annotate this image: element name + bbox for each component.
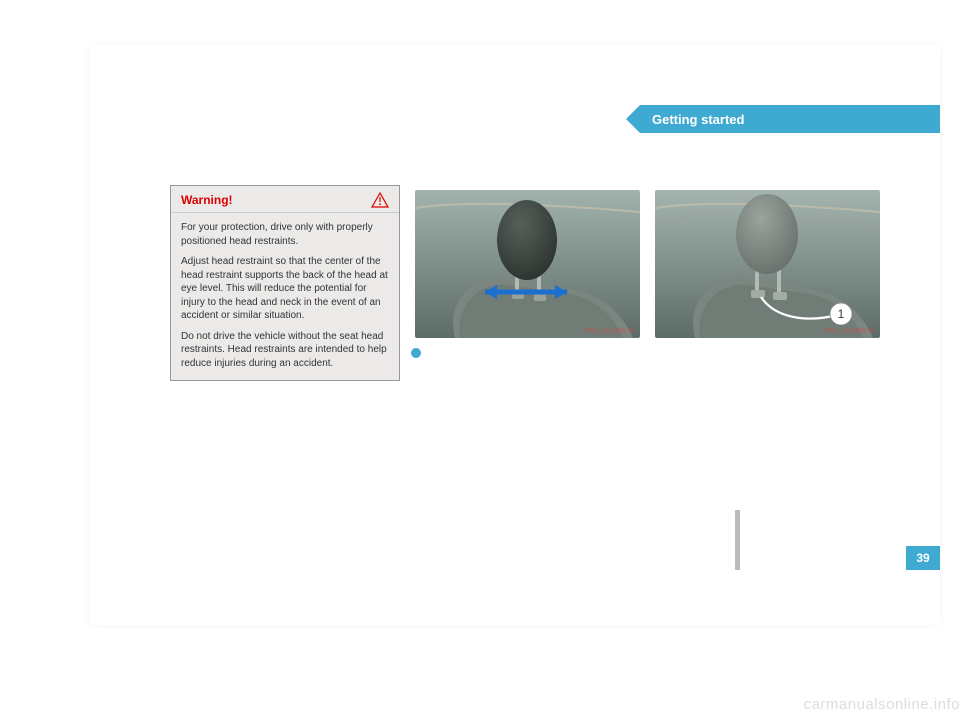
headrest-tilt-photo: P91.16-2385-31 <box>415 190 640 338</box>
note-sidebar <box>735 510 740 570</box>
bullet-icon <box>411 348 421 358</box>
warning-body: For your protection, drive only with pro… <box>171 213 399 380</box>
photo-id-right: P91.10-2899-31 <box>825 328 875 335</box>
warning-box: Warning! For your protection, drive only… <box>170 185 400 381</box>
page-number: 39 <box>906 546 940 570</box>
warning-title: Warning! <box>181 193 233 207</box>
headrest-release-photo: 1 P91.10-2899-31 <box>655 190 880 338</box>
marker-one-text: 1 <box>838 307 845 321</box>
page-number-text: 39 <box>916 551 929 565</box>
warning-para-1: For your protection, drive only with pro… <box>181 221 389 248</box>
warning-para-2: Adjust head restraint so that the center… <box>181 255 389 323</box>
section-title: Getting started <box>652 112 744 127</box>
warning-triangle-icon <box>371 192 389 208</box>
photo-left-caption: placeholder <box>415 346 645 360</box>
warning-para-3: Do not drive the vehicle without the sea… <box>181 330 389 371</box>
section-header-bar: Getting started <box>640 105 940 133</box>
warning-header: Warning! <box>171 186 399 213</box>
photo-id-left: P91.16-2385-31 <box>585 328 635 335</box>
watermark: carmanualsonline.info <box>804 696 960 713</box>
